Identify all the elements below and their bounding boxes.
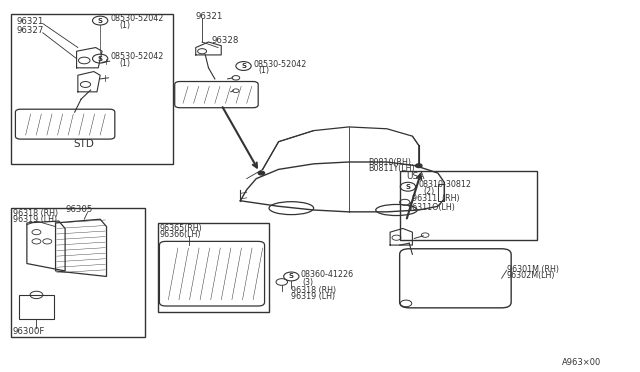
Text: 08530-52042: 08530-52042	[111, 14, 164, 23]
Text: USA: USA	[406, 172, 424, 181]
Text: STD: STD	[74, 138, 95, 148]
Bar	[11, 14, 173, 164]
Text: (1): (1)	[259, 66, 270, 75]
Text: 96318 (RH): 96318 (RH)	[291, 286, 337, 295]
Text: 96321: 96321	[16, 17, 44, 26]
Text: 96302M(LH): 96302M(LH)	[507, 271, 556, 280]
Text: (3): (3)	[303, 278, 314, 287]
Text: A963×00: A963×00	[562, 358, 602, 367]
Text: 96366(LH): 96366(LH)	[159, 230, 201, 239]
Text: 96319 (LH): 96319 (LH)	[13, 215, 57, 224]
Text: S: S	[98, 56, 102, 62]
Bar	[19, 295, 54, 319]
Bar	[399, 171, 537, 240]
Text: 08530-52042: 08530-52042	[253, 60, 307, 69]
Text: S: S	[405, 184, 410, 190]
Text: 96305: 96305	[65, 205, 93, 215]
Text: (1): (1)	[119, 59, 131, 68]
Text: 96319 (LH): 96319 (LH)	[291, 292, 335, 301]
Text: B0811Y(LH): B0811Y(LH)	[368, 164, 415, 173]
Text: (1): (1)	[119, 21, 131, 30]
Text: 08530-52042: 08530-52042	[111, 52, 164, 61]
Text: S: S	[241, 63, 246, 69]
Bar	[438, 184, 444, 201]
Text: (2): (2)	[423, 187, 435, 196]
Bar	[11, 208, 145, 337]
Text: 96311  (RH): 96311 (RH)	[412, 194, 460, 203]
Text: S: S	[289, 273, 294, 279]
Text: 96321: 96321	[196, 12, 223, 21]
Text: S: S	[98, 17, 102, 23]
Text: 96311O(LH): 96311O(LH)	[407, 203, 455, 212]
Circle shape	[415, 164, 422, 167]
Text: 08310-30812: 08310-30812	[418, 180, 471, 189]
Text: 96327: 96327	[16, 26, 44, 35]
Text: 96300F: 96300F	[13, 327, 45, 336]
Text: B0810(RH): B0810(RH)	[368, 157, 411, 167]
Circle shape	[258, 171, 264, 175]
Text: 96301M (RH): 96301M (RH)	[507, 264, 559, 273]
Bar	[157, 223, 269, 311]
Text: 08360-41226: 08360-41226	[301, 270, 354, 279]
Text: 96328: 96328	[212, 36, 239, 45]
Text: 96365(RH): 96365(RH)	[159, 224, 202, 233]
Text: 96318 (RH): 96318 (RH)	[13, 209, 58, 218]
